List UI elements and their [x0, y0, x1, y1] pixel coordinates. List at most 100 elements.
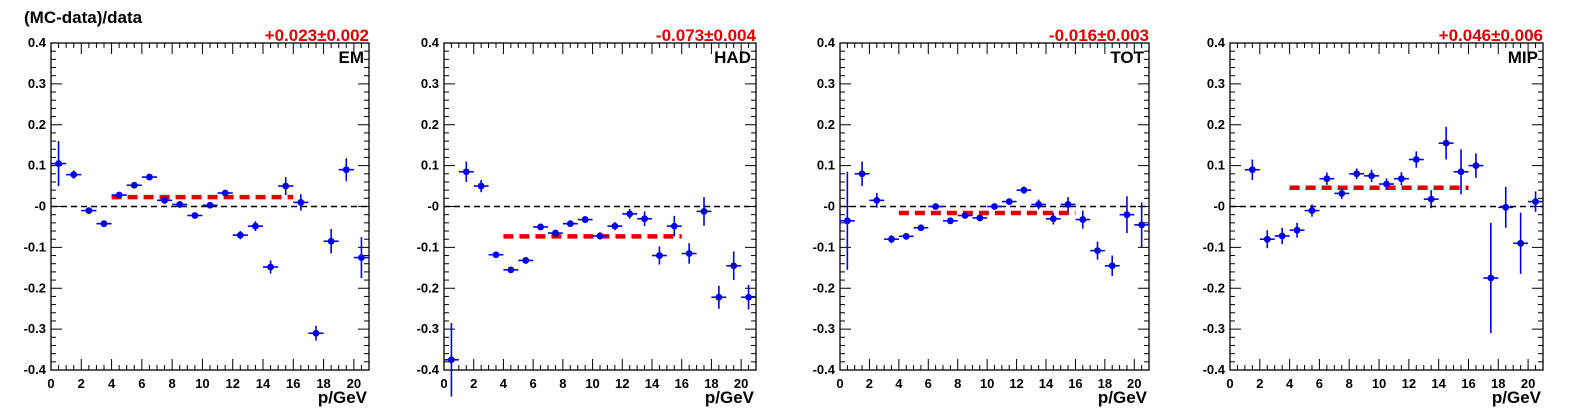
data-point: [503, 266, 519, 274]
x-tick-label: 14: [1431, 376, 1446, 391]
y-tick-label: 0.3: [28, 76, 46, 91]
data-point: [96, 220, 112, 228]
data-point: [1319, 172, 1335, 185]
data-point: [1289, 222, 1305, 238]
y-tick-label: -0.4: [1203, 362, 1226, 377]
y-tick-label: 0.2: [817, 117, 835, 132]
data-point: [548, 229, 563, 237]
data-point: [741, 284, 756, 310]
x-tick-label: 10: [980, 376, 994, 391]
point-marker: [991, 203, 998, 210]
x-tick-label: 14: [1039, 376, 1054, 391]
y-tick-label: 0.1: [1207, 158, 1225, 173]
point-marker: [1005, 198, 1013, 205]
point-marker: [641, 215, 648, 223]
panels: -0.4 -0.3 -0.2 -0.1 -0 0.1 0.2 0.3 0.4 0 2 4 6 8 10 12 1…: [24, 26, 1544, 407]
data-point: [884, 235, 899, 244]
y-tick-label: 0.4: [1207, 35, 1226, 50]
point-marker: [611, 222, 619, 230]
y-tick-label: -0: [427, 199, 439, 214]
x-tick-label: 8: [1346, 376, 1353, 391]
data-point: [126, 181, 142, 189]
point-marker: [685, 250, 693, 257]
point-marker: [1487, 274, 1495, 282]
x-tick-label: 20: [1521, 376, 1535, 391]
y-tick-label: 0.1: [28, 158, 46, 173]
data-point: [928, 203, 943, 210]
data-point: [622, 208, 638, 219]
y-tick-label: 0.2: [421, 117, 439, 132]
data-point: [458, 161, 474, 182]
data-point: [898, 232, 914, 240]
y-tick-label: -0.4: [813, 362, 836, 377]
point-marker: [1263, 235, 1271, 243]
x-tick-label: 0: [47, 376, 54, 391]
x-tick-label: 20: [734, 376, 748, 391]
point-marker: [626, 210, 634, 218]
point-marker: [462, 168, 470, 176]
x-tick-label: 4: [500, 376, 508, 391]
point-marker: [1368, 172, 1375, 180]
data-point: [1468, 153, 1484, 178]
point-marker: [342, 166, 350, 174]
point-marker: [843, 217, 851, 225]
point-marker: [191, 212, 199, 219]
data-point: [987, 203, 1002, 210]
point-marker: [1338, 190, 1346, 197]
point-marker: [1353, 170, 1361, 178]
y-tick-label: 0.1: [421, 158, 439, 173]
data-point: [81, 207, 97, 214]
chart-panel-em: -0.4 -0.3 -0.2 -0.1 -0 0.1 0.2 0.3 0.4 0 2 4 6 8 10 12 1…: [24, 26, 370, 407]
y-tick-label: -0.1: [417, 239, 439, 254]
point-marker: [715, 293, 723, 301]
y-tick-label: -0: [823, 199, 835, 214]
point-marker: [1472, 162, 1480, 170]
point-marker: [1412, 156, 1420, 163]
x-tick-label: 12: [615, 376, 629, 391]
x-tick-label: 18: [704, 376, 718, 391]
data-point: [141, 173, 157, 181]
y-tick-label: -0: [34, 199, 46, 214]
data-point: [1528, 191, 1543, 212]
data-point: [854, 161, 870, 187]
data-point: [943, 217, 958, 225]
x-tick-label: 20: [1127, 376, 1141, 391]
point-marker: [1049, 215, 1057, 223]
point-marker: [522, 257, 530, 264]
y-tick-label: -0.3: [813, 321, 835, 336]
y-tick-label: -0: [1213, 199, 1225, 214]
point-marker: [507, 266, 515, 274]
point-marker: [55, 160, 62, 167]
data-point: [533, 223, 548, 231]
x-tick-label: 2: [866, 376, 873, 391]
x-tick-label: 16: [1068, 376, 1082, 391]
x-axis-title: p/GeV: [1492, 388, 1542, 407]
data-point: [1408, 151, 1424, 168]
y-tick-label: -0.4: [417, 362, 440, 377]
chart-panel-tot: -0.4 -0.3 -0.2 -0.1 -0 0.1 0.2 0.3 0.4 0 2 4 6 8 10 12 1…: [813, 26, 1150, 407]
y-tick-label: 0.1: [817, 158, 835, 173]
data-point: [1304, 204, 1320, 217]
x-tick-label: 10: [1372, 376, 1386, 391]
data-point: [840, 171, 855, 270]
point-marker: [888, 235, 895, 243]
point-marker: [656, 252, 663, 259]
chart-panel-mip: -0.4 -0.3 -0.2 -0.1 -0 0.1 0.2 0.3 0.4 0 2 4 6 8 10 12 1…: [1203, 26, 1544, 407]
point-marker: [552, 229, 559, 237]
y-tick-label: -0.3: [1203, 321, 1225, 336]
data-point: [577, 216, 593, 223]
x-tick-label: 18: [1491, 376, 1505, 391]
point-marker: [1457, 168, 1465, 176]
point-marker: [297, 199, 305, 206]
point-marker: [312, 329, 320, 337]
data-point: [1001, 198, 1017, 205]
point-marker: [1064, 201, 1072, 208]
fit-value-label: +0.023±0.002: [265, 26, 369, 45]
point-marker: [130, 181, 138, 189]
data-point: [157, 196, 173, 204]
point-marker: [946, 217, 954, 225]
data-point: [711, 285, 727, 309]
point-marker: [252, 222, 259, 230]
data-point: [1075, 210, 1091, 229]
data-point: [1090, 241, 1105, 260]
